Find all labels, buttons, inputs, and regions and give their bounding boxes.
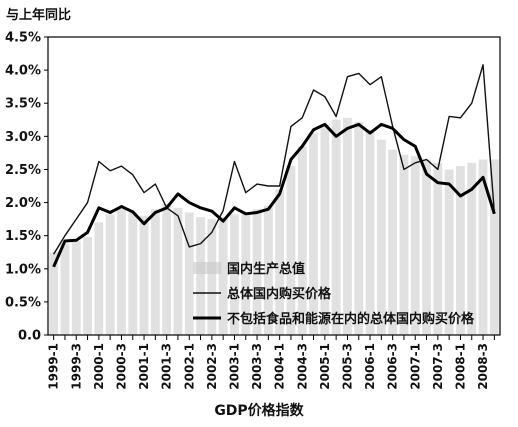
x-tick-label: 2003-1	[227, 343, 241, 390]
gdp-bar	[139, 215, 149, 335]
gdp-bar	[207, 219, 217, 335]
gdp-bar	[275, 189, 285, 335]
y-tick-label: 4.0%	[5, 64, 41, 79]
y-tick-label: 0.5%	[5, 295, 41, 310]
x-tick-label: 2002-3	[205, 343, 219, 390]
x-tick-label: 2004-3	[295, 343, 309, 390]
x-tick-label: 2000-1	[92, 343, 106, 390]
legend-label: 不包括食品和能源在内的总体国内购买价格	[227, 311, 475, 327]
gdp-bar	[286, 166, 296, 335]
gdp-bar	[94, 222, 104, 335]
x-tick-label: 2001-1	[137, 343, 151, 390]
gdp-bar	[331, 119, 341, 335]
gdp-bar	[173, 207, 183, 335]
gdp-bar	[478, 159, 488, 335]
gdp-bar	[263, 205, 273, 335]
x-tick-label: 2008-3	[476, 343, 490, 390]
gdp-bar	[320, 124, 330, 335]
gdp-bar	[184, 212, 194, 335]
gdp-bar	[354, 121, 364, 335]
x-tick-label: 1999-3	[69, 343, 83, 390]
series-lines	[52, 64, 496, 268]
x-tick-label: 2002-1	[182, 343, 196, 390]
x-tick-label: 2005-1	[318, 343, 332, 390]
legend-label: 国内生产总值	[227, 261, 305, 277]
y-tick-label: 1.0%	[5, 262, 41, 277]
gdp-bar	[456, 166, 465, 335]
gdp-bar	[252, 209, 262, 335]
gdp-bar	[150, 209, 160, 335]
axes: 0.0 0.5% 1.0% 1.5% 2.0% 2.5% 3.0% 3.5% 4.0% 4.5% 1…	[5, 31, 501, 390]
gdp-bar	[376, 139, 386, 335]
gdp-bar	[230, 214, 239, 335]
gdp-bars	[49, 117, 499, 335]
gdp-bar	[105, 214, 115, 335]
y-tick-label: 3.5%	[5, 97, 41, 112]
gdp-bar	[410, 156, 420, 335]
gdp-bar	[388, 149, 398, 335]
core-price-line	[52, 122, 496, 268]
legend-label: 总体国内购买价格	[227, 286, 332, 302]
x-tick-label: 2005-3	[340, 343, 354, 390]
x-tick-label: 2001-3	[160, 343, 174, 390]
gdp-bar	[343, 117, 352, 335]
legend-swatch-bars	[193, 262, 221, 274]
x-tick-label: 1999-1	[47, 343, 61, 390]
gdp-bar	[117, 209, 126, 335]
y-tick-label: 4.5%	[5, 31, 41, 46]
gdp-bar	[83, 236, 92, 335]
gdp-bar	[489, 159, 499, 335]
gdp-bar	[218, 217, 228, 335]
gdp-bar	[444, 169, 454, 335]
y-tick-label: 2.5%	[5, 163, 41, 178]
x-tick-label: 2007-3	[431, 343, 445, 390]
gdp-bar	[433, 162, 443, 335]
x-axis-title: GDP价格指数	[214, 403, 304, 419]
x-tick-label: 2008-1	[453, 343, 467, 390]
gdp-bar	[309, 133, 318, 335]
y-tick-label: 1.5%	[5, 229, 41, 244]
x-tick-label: 2003-3	[250, 343, 264, 390]
gdp-bar	[60, 243, 70, 335]
x-tick-label: 2006-1	[363, 343, 377, 390]
gdp-bar	[49, 252, 59, 335]
y-tick-label: 2.0%	[5, 196, 41, 211]
gdp-bar	[467, 162, 477, 335]
gdp-bar	[128, 212, 138, 335]
gdp-bar	[365, 129, 375, 335]
x-tick-label: 2000-3	[114, 343, 128, 390]
gdp-bar	[162, 203, 172, 335]
gdp-bar	[422, 159, 431, 335]
gdp-bar	[71, 240, 81, 335]
x-tick-label: 2004-1	[273, 343, 287, 390]
plot-frame	[47, 36, 501, 336]
gdp-bar	[196, 217, 205, 335]
x-tick-label: 2006-3	[386, 343, 400, 390]
y-unit-label: 与上年同比	[6, 8, 72, 23]
gdp-bar	[297, 146, 307, 335]
x-tick-label: 2007-1	[408, 343, 422, 390]
gdp-bar	[399, 154, 409, 335]
y-tick-label: 3.0%	[5, 130, 41, 145]
gdp-bar	[241, 212, 251, 335]
y-tick-label: 0.0	[18, 329, 41, 344]
